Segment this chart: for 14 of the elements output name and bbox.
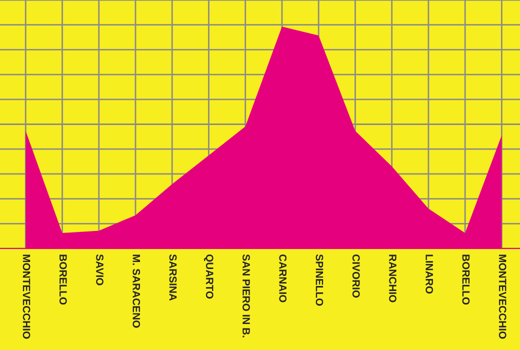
x-tick-label: MONTEVECCHIO: [22, 254, 30, 339]
x-tick-label: SPINELLO: [316, 254, 324, 306]
x-tick-label: BORELLO: [462, 254, 470, 305]
x-tick-label: CIVORIO: [352, 254, 360, 298]
x-tick-label: QUARTO: [204, 254, 214, 299]
x-tick-label: SAN PIERO IN B.: [242, 254, 250, 338]
x-tick-label: BORELLO: [59, 254, 67, 305]
x-tick-label: CARNAIO: [279, 254, 287, 302]
x-tick-label: M. SARACENO: [132, 254, 140, 328]
x-tick-label: SARSINA: [169, 254, 177, 301]
x-tick-label: MONTEVECCHIO: [498, 254, 506, 339]
x-tick-label: LINARO: [426, 254, 434, 294]
x-tick-label: SAVIO: [96, 254, 104, 286]
x-tick-label: RANCHIO: [389, 254, 396, 302]
